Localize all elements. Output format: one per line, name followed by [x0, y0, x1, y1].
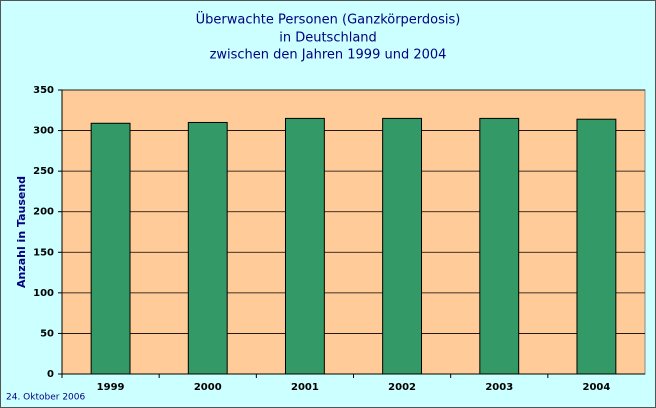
bar — [284, 117, 325, 375]
x-tick-label: 2000 — [194, 382, 222, 393]
y-tick-label: 50 — [40, 328, 54, 339]
bar — [187, 121, 228, 375]
x-tick-label: 2002 — [388, 382, 416, 393]
y-tick-label: 250 — [33, 166, 54, 177]
y-tick-label: 200 — [33, 207, 54, 218]
y-tick-label: 350 — [33, 85, 54, 96]
bar — [479, 117, 520, 375]
bar — [576, 118, 617, 375]
footer: 24. Oktober 2006 — [6, 393, 85, 403]
y-axis-title: Anzahl in Tausend — [15, 176, 28, 288]
y-tick-label: 0 — [47, 369, 54, 380]
x-tick-label: 2003 — [485, 382, 513, 393]
chart-title: Überwachte Personen (Ganzkörperdosis) — [196, 11, 461, 28]
chart-title: zwischen den Jahren 1999 und 2004 — [210, 48, 447, 63]
x-tick-label: 2004 — [582, 382, 610, 393]
bar — [90, 122, 131, 375]
plot-area — [61, 89, 646, 375]
bar — [382, 117, 423, 375]
y-tick-label: 100 — [33, 288, 54, 299]
chart-title: in Deutschland — [279, 31, 377, 46]
y-tick-label: 300 — [33, 126, 54, 137]
y-tick-label: 150 — [33, 247, 54, 258]
x-tick-label: 1999 — [97, 382, 125, 393]
x-tick-label: 2001 — [291, 382, 319, 393]
